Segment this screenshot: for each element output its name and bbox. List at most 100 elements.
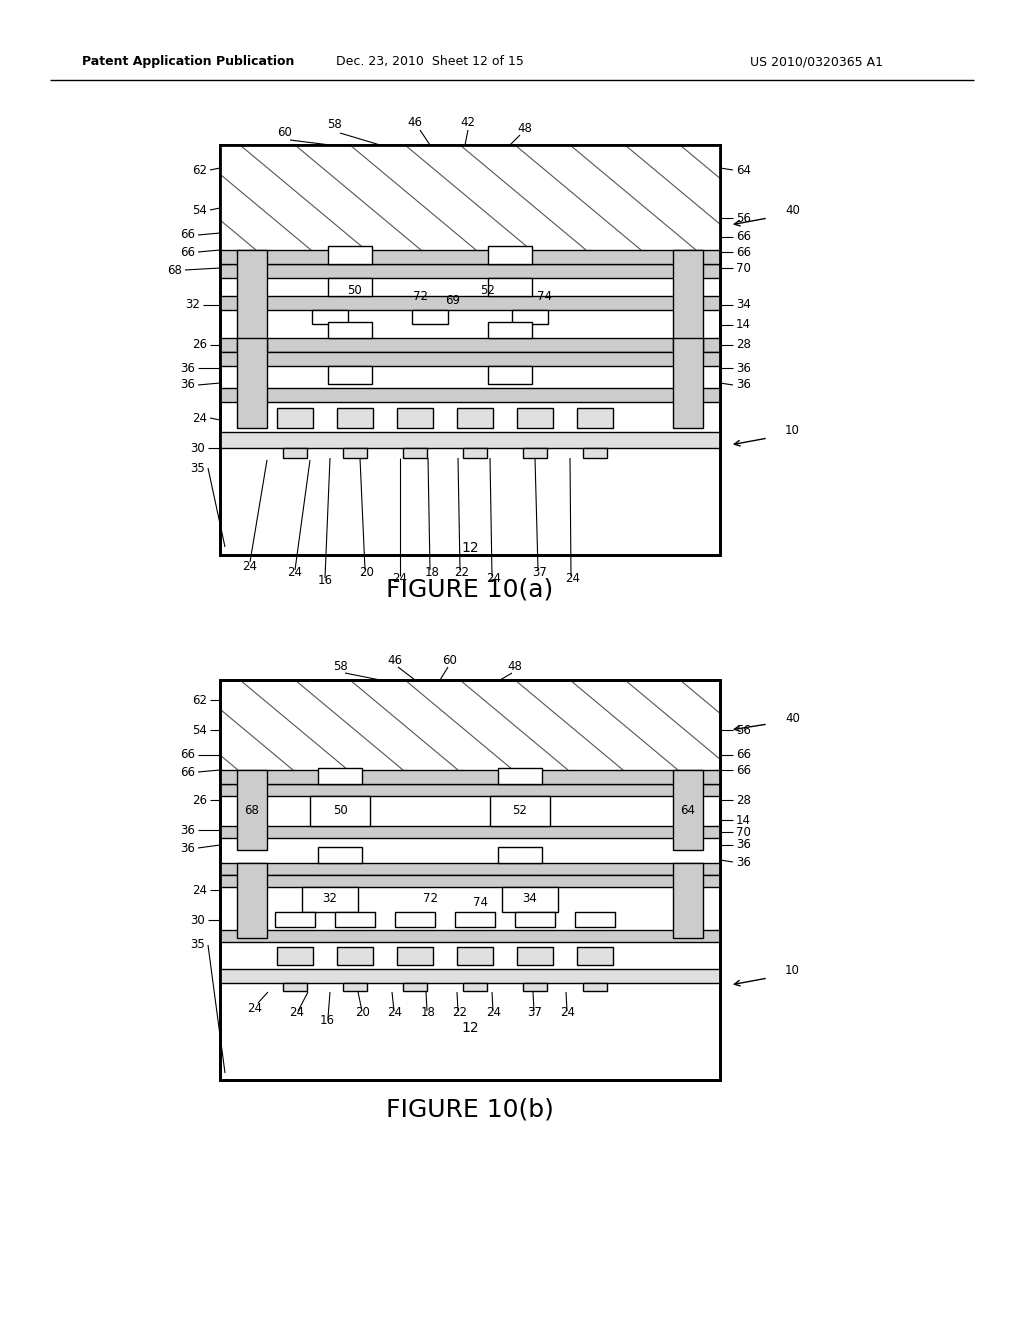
Text: 58: 58 <box>333 660 347 672</box>
Bar <box>577 946 613 965</box>
Bar <box>328 246 372 264</box>
Text: 50: 50 <box>347 284 362 297</box>
Bar <box>220 770 720 784</box>
Bar <box>403 447 427 458</box>
Bar <box>278 408 313 428</box>
Bar <box>220 264 720 279</box>
Text: 48: 48 <box>508 660 522 672</box>
Bar <box>220 352 720 366</box>
Bar <box>337 946 373 965</box>
Text: 70: 70 <box>736 261 751 275</box>
Bar <box>328 322 372 338</box>
Text: 70: 70 <box>736 825 751 838</box>
Text: Dec. 23, 2010  Sheet 12 of 15: Dec. 23, 2010 Sheet 12 of 15 <box>336 55 524 69</box>
Bar <box>517 946 553 965</box>
Text: 35: 35 <box>190 939 205 952</box>
Text: 10: 10 <box>785 424 800 437</box>
Bar <box>343 447 367 458</box>
Bar <box>583 447 607 458</box>
Text: 66: 66 <box>736 231 751 243</box>
Bar <box>312 310 348 323</box>
Bar <box>237 338 267 428</box>
Bar <box>237 863 267 939</box>
Text: 56: 56 <box>736 723 751 737</box>
Text: 66: 66 <box>180 766 195 779</box>
Bar <box>498 768 542 784</box>
Text: 54: 54 <box>193 203 207 216</box>
Bar <box>490 796 550 826</box>
Text: FIGURE 10(b): FIGURE 10(b) <box>386 1098 554 1122</box>
Text: 62: 62 <box>193 693 207 706</box>
Text: 28: 28 <box>736 338 751 351</box>
Bar <box>395 912 435 927</box>
Bar <box>220 863 720 875</box>
Bar <box>523 447 547 458</box>
Bar <box>318 768 362 784</box>
Text: 12: 12 <box>461 1020 479 1035</box>
Text: 32: 32 <box>323 892 338 906</box>
Bar <box>575 912 615 927</box>
Text: 24: 24 <box>486 572 502 585</box>
Bar <box>673 863 703 939</box>
Text: 68: 68 <box>167 264 182 276</box>
Text: 60: 60 <box>442 653 458 667</box>
Bar <box>220 875 720 887</box>
Bar <box>220 680 720 1080</box>
Text: 56: 56 <box>736 211 751 224</box>
Text: 16: 16 <box>319 1014 335 1027</box>
Text: 24: 24 <box>288 565 302 578</box>
Bar <box>583 983 607 991</box>
Bar <box>343 983 367 991</box>
Bar <box>328 366 372 384</box>
Bar <box>463 983 487 991</box>
Bar <box>220 826 720 838</box>
Bar <box>502 887 558 912</box>
Text: 66: 66 <box>736 748 751 762</box>
Bar <box>457 408 493 428</box>
Text: 52: 52 <box>480 284 496 297</box>
Text: 20: 20 <box>359 565 375 578</box>
Bar <box>275 912 315 927</box>
Bar <box>457 946 493 965</box>
Bar <box>220 388 720 403</box>
Bar <box>455 912 495 927</box>
Text: 28: 28 <box>736 793 751 807</box>
Text: 36: 36 <box>736 838 751 851</box>
Bar <box>512 310 548 323</box>
Text: 54: 54 <box>193 723 207 737</box>
Bar <box>498 847 542 863</box>
Text: 20: 20 <box>355 1006 371 1019</box>
Text: 24: 24 <box>193 883 207 896</box>
Text: 66: 66 <box>180 246 195 259</box>
Text: 66: 66 <box>736 763 751 776</box>
Bar <box>220 969 720 983</box>
Bar <box>220 680 720 1080</box>
Text: 16: 16 <box>317 573 333 586</box>
Bar <box>517 408 553 428</box>
Text: 24: 24 <box>392 572 408 585</box>
Bar <box>488 246 532 264</box>
Text: 14: 14 <box>736 318 751 331</box>
Text: 40: 40 <box>785 203 800 216</box>
Text: 24: 24 <box>248 1002 262 1015</box>
Bar <box>673 249 703 350</box>
Bar <box>328 279 372 296</box>
Text: 36: 36 <box>736 379 751 392</box>
Text: 37: 37 <box>527 1006 543 1019</box>
Text: 24: 24 <box>290 1006 304 1019</box>
Bar <box>237 770 267 850</box>
Bar <box>237 249 267 350</box>
Text: 72: 72 <box>423 892 437 906</box>
Bar <box>337 408 373 428</box>
Text: 24: 24 <box>193 412 207 425</box>
Text: 58: 58 <box>328 119 342 132</box>
Text: 26: 26 <box>193 793 207 807</box>
Text: 66: 66 <box>180 748 195 762</box>
Text: 36: 36 <box>180 842 195 854</box>
Text: 22: 22 <box>453 1006 468 1019</box>
Bar <box>397 408 433 428</box>
Bar <box>673 338 703 428</box>
Bar <box>397 946 433 965</box>
Bar <box>220 145 720 554</box>
Text: FIGURE 10(a): FIGURE 10(a) <box>386 578 554 602</box>
